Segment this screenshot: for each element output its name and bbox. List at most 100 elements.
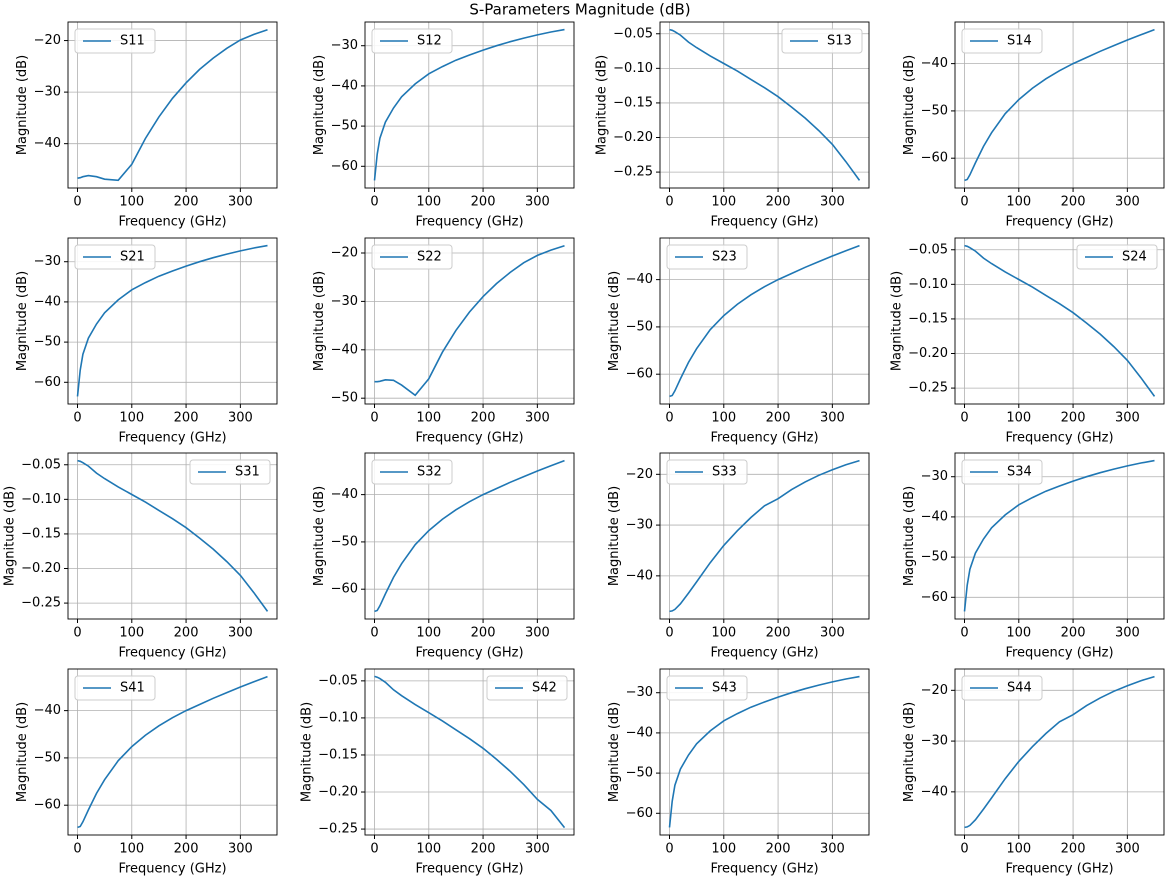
y-tick-label: −0.05 — [21, 457, 61, 472]
y-tick-label: −0.20 — [21, 561, 61, 576]
line-series — [77, 459, 269, 612]
x-tick-label: 200 — [766, 195, 791, 210]
x-tick-label: 200 — [471, 195, 496, 210]
y-tick-label: −40 — [331, 78, 358, 93]
y-tick-label: −60 — [626, 806, 653, 821]
x-tick-label: 100 — [119, 842, 144, 857]
legend-box — [189, 459, 271, 485]
y-tick-label: −50 — [331, 534, 358, 549]
y-tick-label: −0.20 — [613, 130, 653, 145]
x-tick-label: 300 — [1115, 195, 1140, 210]
axes-frame — [659, 237, 870, 405]
y-axis-label: Magnitude (dB) — [607, 486, 622, 586]
x-axis-label: Frequency (GHz) — [118, 862, 226, 877]
legend-box — [961, 675, 1043, 701]
x-tick-label: 200 — [1061, 195, 1086, 210]
legend-label: S31 — [235, 465, 260, 480]
x-axis-label: Frequency (GHz) — [415, 862, 523, 877]
x-axis-label: Frequency (GHz) — [415, 431, 523, 446]
legend-box — [74, 244, 156, 270]
y-axis-label: Magnitude (dB) — [15, 271, 30, 371]
figure-title: S-Parameters Magnitude (dB) — [469, 1, 690, 19]
y-tick-label: −60 — [331, 159, 358, 174]
x-tick-label: 0 — [370, 626, 378, 641]
line-series — [669, 244, 860, 398]
legend-box — [666, 244, 748, 270]
legend-label: S42 — [532, 681, 557, 696]
y-axis-label: Magnitude (dB) — [300, 702, 315, 802]
y-tick-label: −50 — [626, 766, 653, 781]
x-tick-label: 0 — [665, 411, 673, 426]
line-series — [964, 244, 1156, 397]
y-tick-label: −0.10 — [21, 492, 61, 507]
y-tick-label: −40 — [34, 136, 61, 151]
y-tick-label: −50 — [921, 550, 948, 565]
y-tick-label: −0.05 — [613, 26, 653, 41]
x-tick-label: 100 — [711, 842, 736, 857]
y-tick-label: −40 — [331, 487, 358, 502]
legend-box — [371, 459, 453, 485]
y-tick-label: −30 — [626, 685, 653, 700]
y-tick-label: −40 — [34, 294, 61, 309]
y-tick-label: −0.25 — [21, 596, 61, 611]
y-tick-label: −50 — [331, 119, 358, 134]
x-tick-label: 200 — [766, 842, 791, 857]
y-tick-label: −40 — [921, 509, 948, 524]
x-tick-label: 0 — [73, 626, 81, 641]
line-series — [374, 244, 565, 397]
x-tick-label: 300 — [820, 842, 845, 857]
legend-label: S32 — [417, 465, 442, 480]
legend-label: S13 — [827, 34, 852, 49]
legend-box — [74, 28, 156, 54]
y-tick-label: −20 — [626, 467, 653, 482]
x-tick-label: 300 — [525, 195, 550, 210]
y-axis-label: Magnitude (dB) — [902, 55, 917, 155]
x-tick-label: 200 — [471, 626, 496, 641]
y-axis-label: Magnitude (dB) — [890, 271, 905, 371]
legend-label: S44 — [1007, 681, 1032, 696]
x-tick-label: 100 — [1006, 195, 1031, 210]
y-axis-label: Magnitude (dB) — [312, 55, 327, 155]
axes-frame — [954, 237, 1165, 405]
x-tick-label: 0 — [370, 842, 378, 857]
legend-label: S14 — [1007, 34, 1032, 49]
x-tick-label: 300 — [820, 195, 845, 210]
x-tick-label: 200 — [174, 411, 199, 426]
line-series — [669, 28, 861, 181]
x-tick-label: 100 — [119, 411, 144, 426]
line-series — [964, 675, 1155, 829]
x-tick-label: 200 — [471, 411, 496, 426]
x-tick-label: 200 — [1061, 842, 1086, 857]
x-tick-label: 300 — [228, 195, 253, 210]
x-tick-label: 0 — [370, 411, 378, 426]
x-tick-label: 300 — [525, 842, 550, 857]
axes-frame — [67, 668, 278, 836]
legend-box — [486, 675, 568, 701]
legend-box — [371, 28, 453, 54]
y-tick-label: −20 — [921, 683, 948, 698]
axes-frame — [67, 21, 278, 189]
axes-frame — [364, 452, 575, 620]
legend-label: S21 — [120, 250, 145, 265]
y-tick-label: −50 — [921, 103, 948, 118]
y-tick-label: −30 — [34, 85, 61, 100]
legend-label: S23 — [712, 250, 737, 265]
y-tick-label: −50 — [34, 750, 61, 765]
x-tick-label: 100 — [416, 626, 441, 641]
y-axis-label: Magnitude (dB) — [607, 271, 622, 371]
y-tick-label: −30 — [34, 254, 61, 269]
y-tick-label: −0.20 — [908, 346, 948, 361]
y-tick-label: −40 — [34, 703, 61, 718]
x-axis-label: Frequency (GHz) — [710, 431, 818, 446]
y-tick-label: −0.25 — [908, 381, 948, 396]
y-tick-label: −0.25 — [613, 165, 653, 180]
y-tick-label: −0.25 — [318, 822, 358, 837]
legend-box — [961, 28, 1043, 54]
x-tick-label: 100 — [119, 626, 144, 641]
line-series — [964, 28, 1155, 182]
y-axis-label: Magnitude (dB) — [312, 271, 327, 371]
x-tick-label: 300 — [525, 411, 550, 426]
y-tick-label: −30 — [331, 294, 358, 309]
x-axis-label: Frequency (GHz) — [415, 215, 523, 230]
